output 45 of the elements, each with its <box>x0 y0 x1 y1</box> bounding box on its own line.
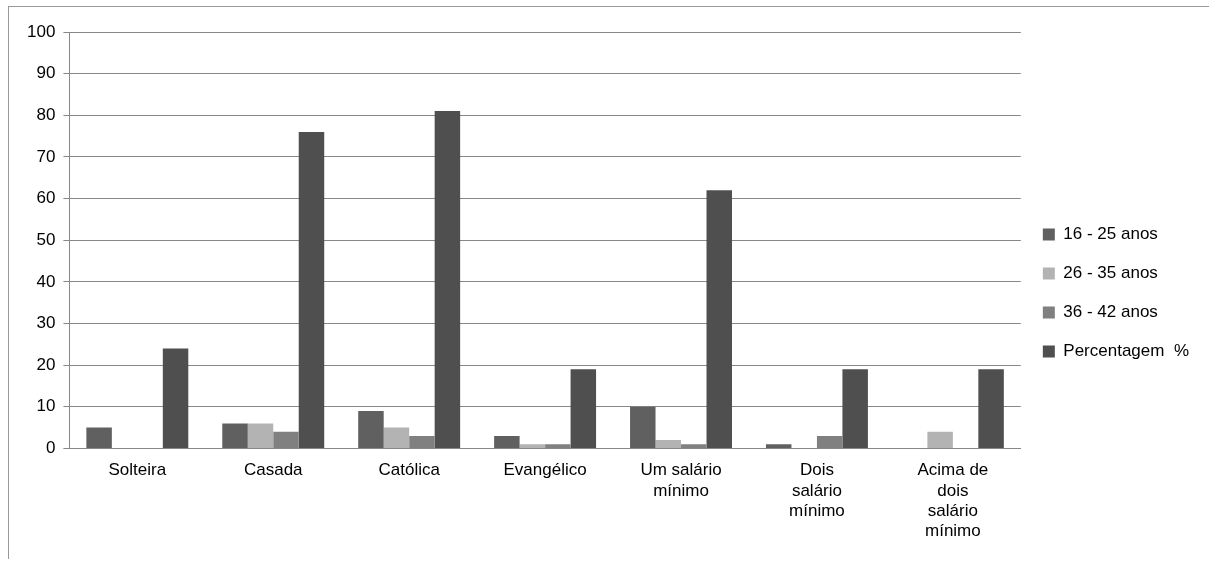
bar <box>765 444 792 448</box>
bar <box>570 369 597 448</box>
x-tick-label: Um salário mínimo <box>640 460 722 500</box>
legend-label: Percentagem % <box>1063 341 1190 361</box>
bar <box>273 431 299 448</box>
bar <box>842 369 868 448</box>
bar <box>409 435 435 448</box>
y-tick-label: 0 <box>45 438 56 458</box>
bar <box>86 427 112 448</box>
y-tick-label: 70 <box>36 146 56 166</box>
bar <box>816 435 843 448</box>
y-tick-label: 10 <box>36 396 56 416</box>
bar <box>434 111 461 448</box>
y-tick-label: 60 <box>36 188 56 208</box>
x-tick-label: Católica <box>378 460 441 480</box>
y-tick-label: 80 <box>36 104 56 124</box>
x-tick-label: Evangélico <box>503 460 587 480</box>
y-tick-label: 90 <box>36 63 56 83</box>
bar <box>681 444 707 448</box>
bar <box>358 410 384 448</box>
bar <box>162 348 189 448</box>
bar <box>494 435 520 448</box>
legend-label: 16 - 25 anos <box>1063 224 1158 244</box>
x-tick-label: Solteira <box>108 460 167 480</box>
y-tick-label: 40 <box>36 271 56 291</box>
bar <box>706 190 732 448</box>
bar <box>545 444 571 448</box>
bar <box>630 406 656 448</box>
x-tick-label: Acima de dois salário mínimo <box>917 460 989 541</box>
bar <box>222 423 248 448</box>
legend-label: 26 - 35 anos <box>1063 263 1158 283</box>
bar <box>519 444 546 448</box>
bar <box>247 423 274 448</box>
bar <box>927 431 953 448</box>
y-tick-label: 50 <box>36 229 56 249</box>
legend-label: 36 - 42 anos <box>1063 302 1158 322</box>
x-tick-label: Casada <box>243 460 304 480</box>
bar <box>655 440 682 448</box>
bar <box>298 131 325 448</box>
bar <box>383 427 410 448</box>
y-tick-label: 20 <box>36 354 56 374</box>
x-tick-label: Dois salário mínimo <box>789 460 845 521</box>
bar <box>978 369 1004 448</box>
y-tick-label: 30 <box>36 313 56 333</box>
y-tick-label: 100 <box>26 21 56 41</box>
